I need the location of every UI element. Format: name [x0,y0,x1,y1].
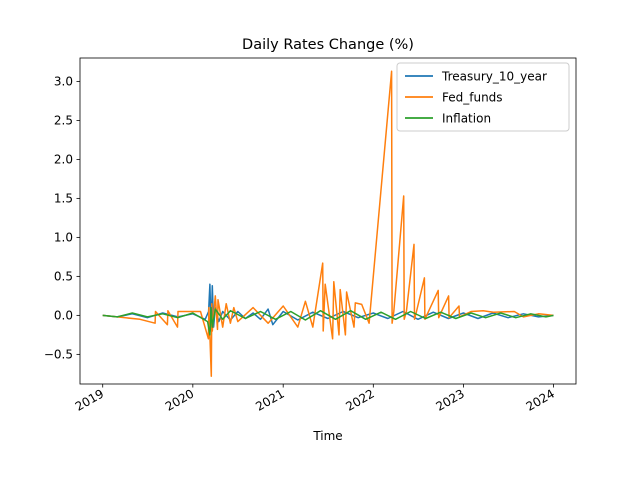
x-tick-label: 2021 [253,386,286,413]
y-tick-label: 1.5 [54,191,73,205]
y-tick-label: 2.5 [54,113,73,127]
plot-area [102,70,554,377]
x-tick-label: 2022 [343,386,376,413]
legend-label: Inflation [442,112,491,126]
x-axis-label: Time [312,429,342,443]
legend-box [396,62,570,132]
legend-label: Fed_funds [442,91,503,105]
legend: Treasury_10_year Fed_funds Inflation [396,62,570,132]
y-tick-label: 0.5 [54,269,73,283]
x-axis: 2019 2020 2021 2022 2023 2024 [73,384,557,414]
axes-frame [79,57,577,385]
y-tick-label: 2.0 [54,152,73,166]
y-axis: −0.5 0.0 0.5 1.0 1.5 2.0 2.5 3.0 [44,74,80,361]
x-tick-label: 2024 [524,386,557,413]
y-tick-label: 0.0 [54,308,73,322]
x-tick-label: 2019 [73,386,106,413]
y-tick-label: 1.0 [54,230,73,244]
chart-title: Daily Rates Change (%) [242,37,414,53]
x-tick-label: 2020 [163,386,196,413]
y-tick-label: −0.5 [44,347,73,361]
x-tick-label: 2023 [433,386,466,413]
y-tick-label: 3.0 [54,74,73,88]
legend-label: Treasury_10_year [441,70,547,84]
series-line-inflation [102,306,554,336]
series-line-fed-funds [102,70,554,377]
